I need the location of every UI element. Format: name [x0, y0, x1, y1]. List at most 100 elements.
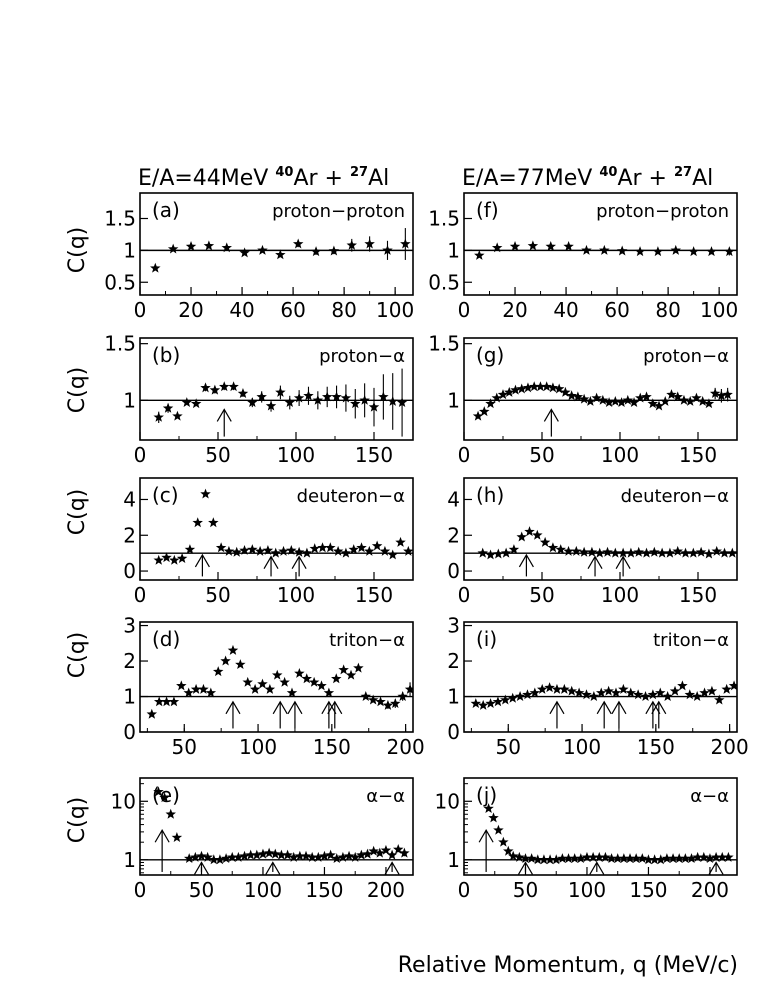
x-tick-label: 0 [458, 583, 471, 607]
data-point [338, 664, 349, 675]
panel-frame [139, 777, 414, 876]
data-point [477, 547, 488, 558]
y-tick-label: 2 [447, 649, 460, 673]
data-point [479, 406, 490, 417]
data-point [368, 845, 379, 856]
data-point [520, 853, 531, 864]
panel-name: proton−α [643, 346, 729, 367]
data-point [387, 395, 398, 406]
x-tick-label: 0 [134, 443, 147, 467]
panel-label: (g) [476, 343, 504, 367]
data-point [270, 848, 281, 859]
data-point [503, 845, 514, 856]
data-point [649, 546, 660, 557]
x-tick-label: 60 [280, 298, 305, 322]
data-point [220, 655, 231, 666]
data-point [153, 554, 164, 565]
data-point [483, 803, 494, 814]
data-point [219, 381, 230, 392]
x-tick-label: 0 [134, 583, 147, 607]
data-point [288, 851, 299, 862]
y-tick-label: 4 [447, 487, 460, 511]
data-point [293, 546, 305, 557]
data-point [711, 545, 722, 556]
data-point [640, 691, 651, 701]
data-point [551, 854, 562, 865]
data-point [581, 244, 592, 255]
data-point [367, 694, 379, 705]
data-point [316, 680, 327, 691]
data-point [667, 853, 679, 864]
x-tick-label: 150 [313, 735, 351, 759]
data-point [161, 696, 172, 707]
panel-label: (d) [152, 627, 180, 651]
data-point [390, 698, 401, 709]
data-point [722, 389, 733, 400]
data-point [340, 547, 352, 558]
data-point [364, 238, 375, 249]
data-point [192, 517, 203, 528]
data-point [264, 683, 276, 694]
y-tick-label: 3 [447, 614, 460, 638]
data-series [153, 368, 408, 437]
data-point [227, 851, 238, 862]
data-series [146, 644, 413, 719]
x-tick-label: 0 [458, 298, 471, 322]
data-point [628, 397, 640, 408]
x-tick-label: 200 [691, 878, 729, 902]
data-point [492, 696, 504, 707]
data-point [176, 680, 187, 691]
data-point [403, 545, 413, 556]
data-point [547, 542, 559, 553]
data-point [262, 544, 274, 555]
data-point [527, 240, 539, 251]
data-point [319, 850, 330, 861]
data-point [723, 851, 734, 862]
data-point [522, 382, 534, 393]
y-tick-label: 1.5 [104, 207, 136, 231]
panel-frame [139, 621, 414, 733]
data-point [301, 673, 312, 684]
data-point [660, 395, 671, 406]
data-point [724, 246, 735, 257]
data-point [497, 389, 509, 400]
data-point [603, 685, 614, 696]
data-point [396, 397, 408, 408]
data-point [242, 676, 253, 687]
data-point [616, 397, 627, 408]
data-point [356, 849, 367, 860]
y-axis-label-row-b: C(q) [65, 367, 90, 414]
panel-h: 0 50 100 150 0 2 4 (h) deuteron−α [447, 477, 738, 607]
data-point [719, 547, 730, 558]
panel-name: deuteron−α [621, 486, 729, 507]
y-tick-label: 4 [123, 487, 136, 511]
data-point [633, 546, 644, 557]
x-tick-label: 50 [529, 583, 554, 607]
data-point [649, 854, 660, 865]
data-point [332, 545, 344, 556]
data-point [208, 517, 219, 528]
data-point [472, 410, 484, 421]
x-tick-label: 20 [178, 298, 203, 322]
data-point [532, 529, 543, 540]
data-point [362, 848, 373, 859]
data-point [535, 381, 546, 392]
panel-name: proton−α [319, 346, 405, 367]
panel-b: 0 50 100 150 1 1.5 (b) proton−α [104, 332, 414, 467]
data-point [610, 687, 622, 698]
y-tick-label: 0 [447, 720, 460, 744]
y-tick-label: 1.5 [104, 332, 136, 356]
data-point [257, 244, 268, 255]
data-point [278, 545, 289, 556]
data-point [560, 386, 571, 397]
panel-label: (j) [476, 783, 497, 807]
data-point [282, 849, 293, 860]
panel-frame [463, 777, 738, 876]
data-point [524, 526, 535, 537]
data-point [294, 850, 306, 861]
data-point [704, 853, 716, 864]
data-point [691, 691, 703, 701]
data-point [653, 400, 665, 411]
x-tick-label: 80 [331, 298, 356, 322]
